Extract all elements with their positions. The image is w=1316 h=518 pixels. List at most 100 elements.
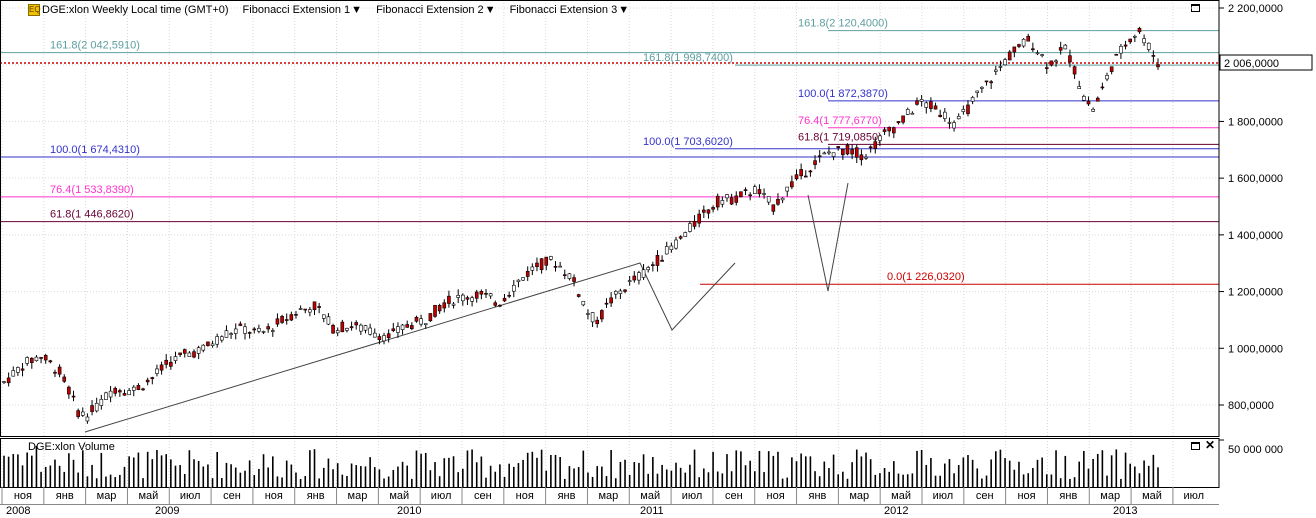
- candle-body: [864, 156, 868, 159]
- caret-down-icon: ▼: [351, 4, 363, 16]
- fib-extension-2-dropdown[interactable]: Fibonacci Extension 2▼: [376, 4, 496, 16]
- candle-body: [521, 277, 525, 281]
- chart-toolbar: DGE:xlon Weekly Local time (GMT+0) Fibon…: [26, 2, 629, 18]
- month-tick-label: ноя: [265, 490, 283, 502]
- candle-body: [461, 294, 465, 302]
- candle-body: [929, 101, 933, 109]
- candle-body: [887, 126, 891, 132]
- close-volume-icon[interactable]: ✕: [1205, 438, 1216, 452]
- candle-body: [201, 344, 206, 351]
- maximize-volume-icon[interactable]: [1191, 442, 1200, 450]
- year-tick-label: 2008: [6, 505, 30, 517]
- candle-body: [465, 297, 470, 300]
- price-tick-label: 800,0000: [1228, 400, 1274, 412]
- candle-body: [1007, 51, 1012, 61]
- candle-body: [345, 328, 349, 331]
- month-tick-label: мар: [598, 490, 618, 502]
- fib-anchor-line-2: [807, 182, 849, 292]
- candle-body: [1035, 52, 1040, 55]
- price-tick-label: 1 600,0000: [1228, 173, 1283, 185]
- candle-body: [317, 306, 321, 308]
- candle-body: [706, 209, 711, 214]
- candle-body: [1114, 54, 1119, 56]
- month-tick-label: июл: [180, 490, 201, 502]
- candle-body: [711, 207, 715, 210]
- month-tick-label: янв: [809, 490, 827, 502]
- candle-body: [451, 303, 456, 306]
- candle-body: [1137, 27, 1142, 33]
- candle-body: [618, 290, 623, 294]
- candle-body: [697, 213, 701, 224]
- candle-body: [641, 269, 646, 278]
- candle-body: [581, 300, 586, 306]
- candle-body: [1109, 66, 1114, 72]
- candle-body: [743, 189, 748, 191]
- candle-body: [924, 102, 929, 108]
- current-price-box: [1219, 54, 1313, 71]
- candle-body: [790, 181, 794, 188]
- candle-body: [442, 302, 447, 309]
- candle-body: [817, 155, 822, 158]
- candle-body: [150, 377, 155, 380]
- candle-body: [961, 109, 966, 112]
- candle-body: [396, 326, 400, 333]
- candle-body: [910, 112, 915, 115]
- month-tick-label: сен: [223, 490, 241, 502]
- candle-body: [238, 323, 243, 326]
- candle-body: [868, 146, 873, 149]
- fib-extension-1-dropdown[interactable]: Fibonacci Extension 1▼: [243, 4, 363, 16]
- candle-body: [335, 330, 340, 334]
- candle-body: [141, 388, 145, 391]
- candle-body: [803, 175, 808, 178]
- candle-body: [493, 302, 498, 306]
- candle-body: [938, 114, 942, 118]
- candle-body: [298, 308, 303, 310]
- candle-body: [1128, 38, 1132, 43]
- candle-body: [882, 129, 887, 132]
- candle-body: [572, 277, 576, 282]
- caret-down-icon: ▼: [618, 4, 630, 16]
- candle-body: [655, 255, 660, 266]
- candle-body: [905, 109, 910, 115]
- month-tick-label: май: [389, 490, 409, 502]
- candle-body: [845, 144, 850, 155]
- candle-body: [368, 327, 372, 335]
- candle-body: [391, 328, 396, 331]
- candle-body: [1123, 44, 1128, 47]
- candle-body: [1095, 97, 1100, 102]
- candle-body: [11, 370, 16, 377]
- candle-body: [192, 351, 196, 358]
- candle-body: [836, 146, 841, 148]
- fib-extension-3-dropdown[interactable]: Fibonacci Extension 3▼: [510, 4, 630, 16]
- fib-level-label: 100.0(1 674,4310): [50, 144, 140, 156]
- candle-body: [210, 343, 215, 346]
- candle-body: [595, 319, 600, 324]
- candle-body: [822, 152, 827, 155]
- fib-level-label: 61.8(1 446,8620): [50, 209, 134, 221]
- price-tick-label: 1 200,0000: [1228, 287, 1283, 299]
- candle-body: [1142, 38, 1146, 44]
- candle-body: [414, 316, 419, 322]
- candle-body: [498, 304, 502, 307]
- candle-body: [1105, 75, 1109, 80]
- candle-body: [530, 266, 535, 271]
- candle-body: [474, 291, 479, 299]
- fib-level-label: 161.8(2 120,4000): [798, 18, 888, 30]
- candle-body: [558, 265, 562, 268]
- fib-extension-2-label: Fibonacci Extension 2: [376, 4, 484, 16]
- candle-body: [600, 310, 604, 320]
- candle-body: [39, 357, 43, 359]
- candle-body: [382, 335, 386, 342]
- candle-body: [178, 352, 182, 356]
- candle-body: [1119, 46, 1123, 54]
- month-tick-label: ноя: [14, 490, 32, 502]
- month-tick-label: май: [891, 490, 911, 502]
- candle-body: [586, 313, 590, 315]
- candle-body: [748, 194, 752, 197]
- candle-body: [136, 385, 141, 390]
- candle-body: [604, 302, 609, 305]
- candle-body: [159, 364, 164, 371]
- volume-panel-title: DGE:xlon Volume: [28, 441, 115, 453]
- candle-body: [1156, 64, 1160, 68]
